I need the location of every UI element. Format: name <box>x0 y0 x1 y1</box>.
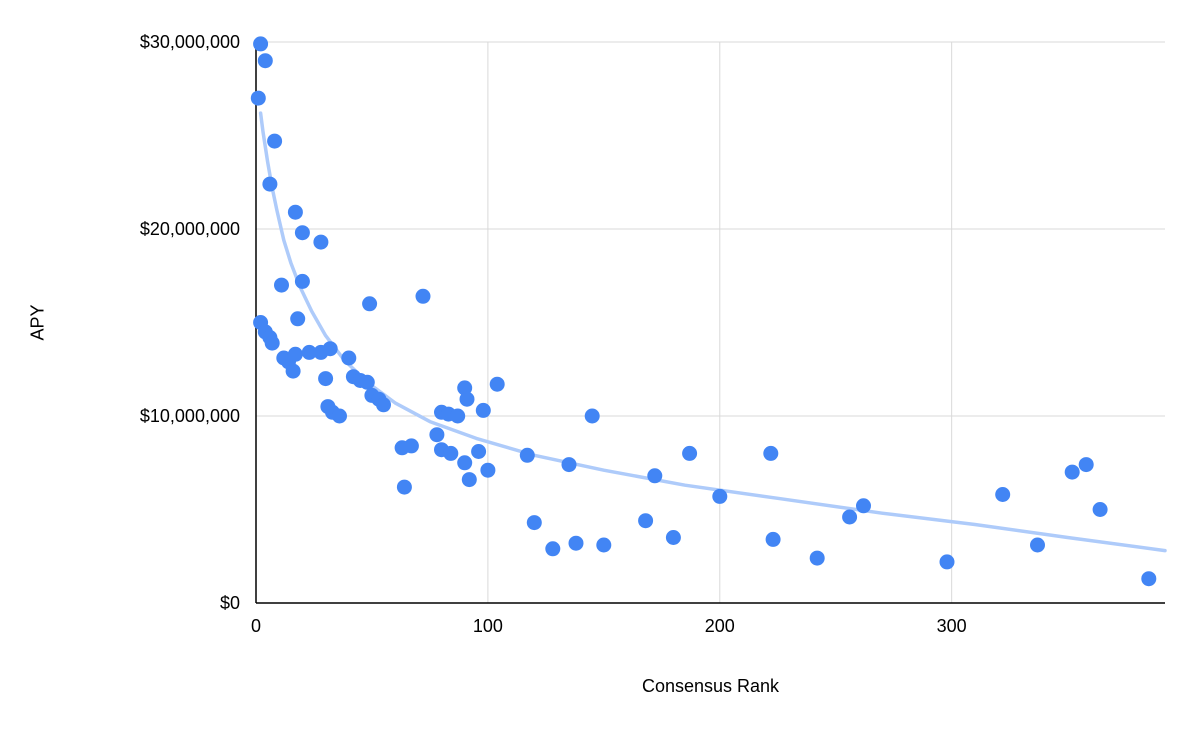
scatter-point <box>262 176 278 192</box>
scatter-point <box>253 36 269 52</box>
scatter-point <box>457 455 473 471</box>
scatter-point <box>596 537 612 553</box>
scatter-point <box>332 408 347 424</box>
scatter-point <box>267 133 283 149</box>
y-tick-label: $0 <box>220 593 240 613</box>
scatter-point <box>457 380 473 396</box>
scatter-point <box>561 457 577 473</box>
y-tick-label: $30,000,000 <box>140 32 240 52</box>
scatter-point <box>257 53 273 69</box>
scatter-point <box>647 468 663 484</box>
y-tick-label: $20,000,000 <box>140 219 240 239</box>
scatter-point <box>584 408 600 424</box>
scatter-point <box>765 531 781 547</box>
scatter-point <box>322 341 338 357</box>
x-tick-label: 0 <box>251 616 261 636</box>
scatter-point <box>287 346 303 362</box>
scatter-point <box>318 371 334 387</box>
scatter-point <box>475 402 491 418</box>
scatter-point <box>376 397 391 413</box>
scatter-point <box>294 225 310 241</box>
scatter-point <box>1078 457 1094 473</box>
scatter-point <box>545 541 561 557</box>
scatter-point <box>638 513 654 529</box>
scatter-point <box>1141 571 1157 587</box>
scatter-point <box>313 234 329 250</box>
scatter-point <box>1064 464 1080 480</box>
scatter-point <box>939 554 955 570</box>
scatter-point <box>450 408 466 424</box>
x-tick-label: 300 <box>937 616 967 636</box>
scatter-point <box>429 427 445 443</box>
scatter-point <box>1092 502 1108 517</box>
scatter-point <box>763 445 779 461</box>
scatter-point <box>665 530 681 545</box>
scatter-point <box>274 277 289 293</box>
scatter-point <box>480 462 496 478</box>
scatter-point <box>1030 537 1045 553</box>
x-axis-title: Consensus Rank <box>641 676 780 696</box>
scatter-point <box>341 350 357 366</box>
scatter-point <box>842 509 858 525</box>
scatter-point <box>995 487 1011 502</box>
scatter-point <box>359 374 375 390</box>
scatter-point <box>294 273 310 289</box>
scatter-point <box>489 376 505 392</box>
scatter-point <box>459 391 475 407</box>
scatter-point <box>568 535 584 551</box>
scatter-point <box>396 479 412 495</box>
x-tick-label: 100 <box>473 616 503 636</box>
scatter-point <box>461 472 477 488</box>
scatter-point <box>682 445 698 461</box>
scatter-point <box>362 296 378 312</box>
scatter-point <box>415 288 431 304</box>
scatter-point <box>443 445 459 461</box>
scatter-point <box>471 444 487 459</box>
x-tick-label: 200 <box>705 616 735 636</box>
trendline <box>258 111 1167 553</box>
scatter-point <box>856 498 871 514</box>
scatter-point <box>301 344 317 360</box>
y-tick-label: $10,000,000 <box>140 406 240 426</box>
scatter-point <box>264 335 280 351</box>
scatter-point <box>250 90 266 106</box>
scatter-point <box>403 438 419 454</box>
scatter-point <box>712 488 728 504</box>
scatter-point <box>519 447 535 463</box>
scatter-point <box>290 311 306 327</box>
scatter-point <box>285 363 301 379</box>
y-axis-title: APY <box>27 304 48 341</box>
scatter-point <box>809 550 825 566</box>
scatter-point <box>287 204 303 220</box>
scatter-point <box>526 515 542 531</box>
